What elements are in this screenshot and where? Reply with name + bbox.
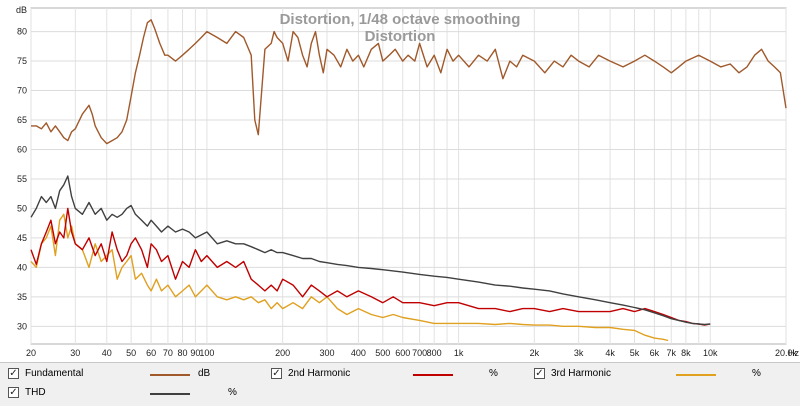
- chart-subtitle: Distortion: [365, 28, 436, 45]
- x-tick-label: 700: [412, 348, 427, 358]
- x-tick-label: 400: [351, 348, 366, 358]
- x-tick-label: 80: [178, 348, 188, 358]
- plot-area: [30, 7, 787, 345]
- series-line-2nd-harmonic: [30, 207, 711, 326]
- y-tick-label: 60: [17, 144, 27, 154]
- legend-label-thd: THD: [25, 387, 46, 398]
- legend-label-fundamental: Fundamental: [25, 368, 84, 379]
- series-line-thd: [30, 175, 711, 326]
- checkbox-3rd-harmonic[interactable]: ✓: [534, 368, 545, 379]
- x-tick-label: 70: [163, 348, 173, 358]
- x-tick-label: 5k: [630, 348, 640, 358]
- y-unit-label: dB: [16, 5, 27, 15]
- y-tick-label: 80: [17, 27, 27, 37]
- x-tick-label: 6k: [650, 348, 660, 358]
- y-tick-label: 50: [17, 203, 27, 213]
- legend-label-2nd-harmonic: 2nd Harmonic: [288, 368, 351, 379]
- x-tick-label: 1k: [454, 348, 464, 358]
- chart-area: 20 30 40 50 60 70 80 90 100 200 300 400 500 600 700 800…: [0, 0, 800, 362]
- x-tick-label: 60: [146, 348, 156, 358]
- series-line-3rd-harmonic: [30, 213, 669, 342]
- x-tick-label: 100: [199, 348, 214, 358]
- checkbox-2nd-harmonic[interactable]: ✓: [271, 368, 282, 379]
- x-tick-label: 200: [275, 348, 290, 358]
- x-tick-label: 20.0k: [775, 348, 798, 358]
- legend-unit-2nd-harmonic: %: [489, 368, 498, 379]
- chart-title: Distortion, 1/48 octave smoothing: [280, 11, 521, 28]
- x-tick-label: 50: [126, 348, 136, 358]
- x-tick-label: 20: [26, 348, 36, 358]
- y-tick-label: 65: [17, 115, 27, 125]
- legend-unit-fundamental: dB: [198, 368, 211, 379]
- legend-swatch-thd: [150, 393, 190, 395]
- x-tick-label: 600: [395, 348, 410, 358]
- legend-swatch-fundamental: [150, 374, 190, 376]
- checkbox-thd[interactable]: ✓: [8, 387, 19, 398]
- x-tick-label: 90: [190, 348, 200, 358]
- legend-unit-3rd-harmonic: %: [752, 368, 761, 379]
- y-tick-label: 55: [17, 174, 27, 184]
- y-tick-label: 35: [17, 292, 27, 302]
- x-tick-label: 300: [319, 348, 334, 358]
- x-tick-label: 40: [102, 348, 112, 358]
- legend-swatch-2nd-harmonic: [413, 374, 453, 376]
- y-tick-label: 30: [17, 321, 27, 331]
- y-tick-label: 70: [17, 86, 27, 96]
- x-tick-label: 30: [70, 348, 80, 358]
- y-tick-label: 45: [17, 233, 27, 243]
- legend-swatch-3rd-harmonic: [676, 374, 716, 376]
- x-tick-label: 500: [375, 348, 390, 358]
- legend-item-thd[interactable]: ✓ THD %: [8, 385, 258, 401]
- legend-item-2nd-harmonic[interactable]: ✓ 2nd Harmonic %: [271, 366, 521, 382]
- x-tick-label: 3k: [574, 348, 584, 358]
- y-tick-label: 75: [17, 56, 27, 66]
- x-tick-label: 7k: [666, 348, 676, 358]
- series-line-fundamental: [31, 19, 787, 145]
- x-tick-label: 2k: [530, 348, 540, 358]
- x-unit-label: Hz: [788, 348, 799, 358]
- x-tick-label: 8k: [681, 348, 691, 358]
- checkbox-fundamental[interactable]: ✓: [8, 368, 19, 379]
- x-tick-label: 800: [427, 348, 442, 358]
- x-tick-label: 4k: [605, 348, 615, 358]
- y-tick-label: 40: [17, 262, 27, 272]
- legend-label-3rd-harmonic: 3rd Harmonic: [551, 368, 612, 379]
- legend-item-3rd-harmonic[interactable]: ✓ 3rd Harmonic %: [534, 366, 784, 382]
- legend-unit-thd: %: [228, 387, 237, 398]
- legend-item-fundamental[interactable]: ✓ Fundamental dB: [8, 366, 258, 382]
- x-tick-label: 10k: [703, 348, 718, 358]
- legend: ✓ Fundamental dB ✓ 2nd Harmonic % ✓ 3rd …: [0, 362, 800, 406]
